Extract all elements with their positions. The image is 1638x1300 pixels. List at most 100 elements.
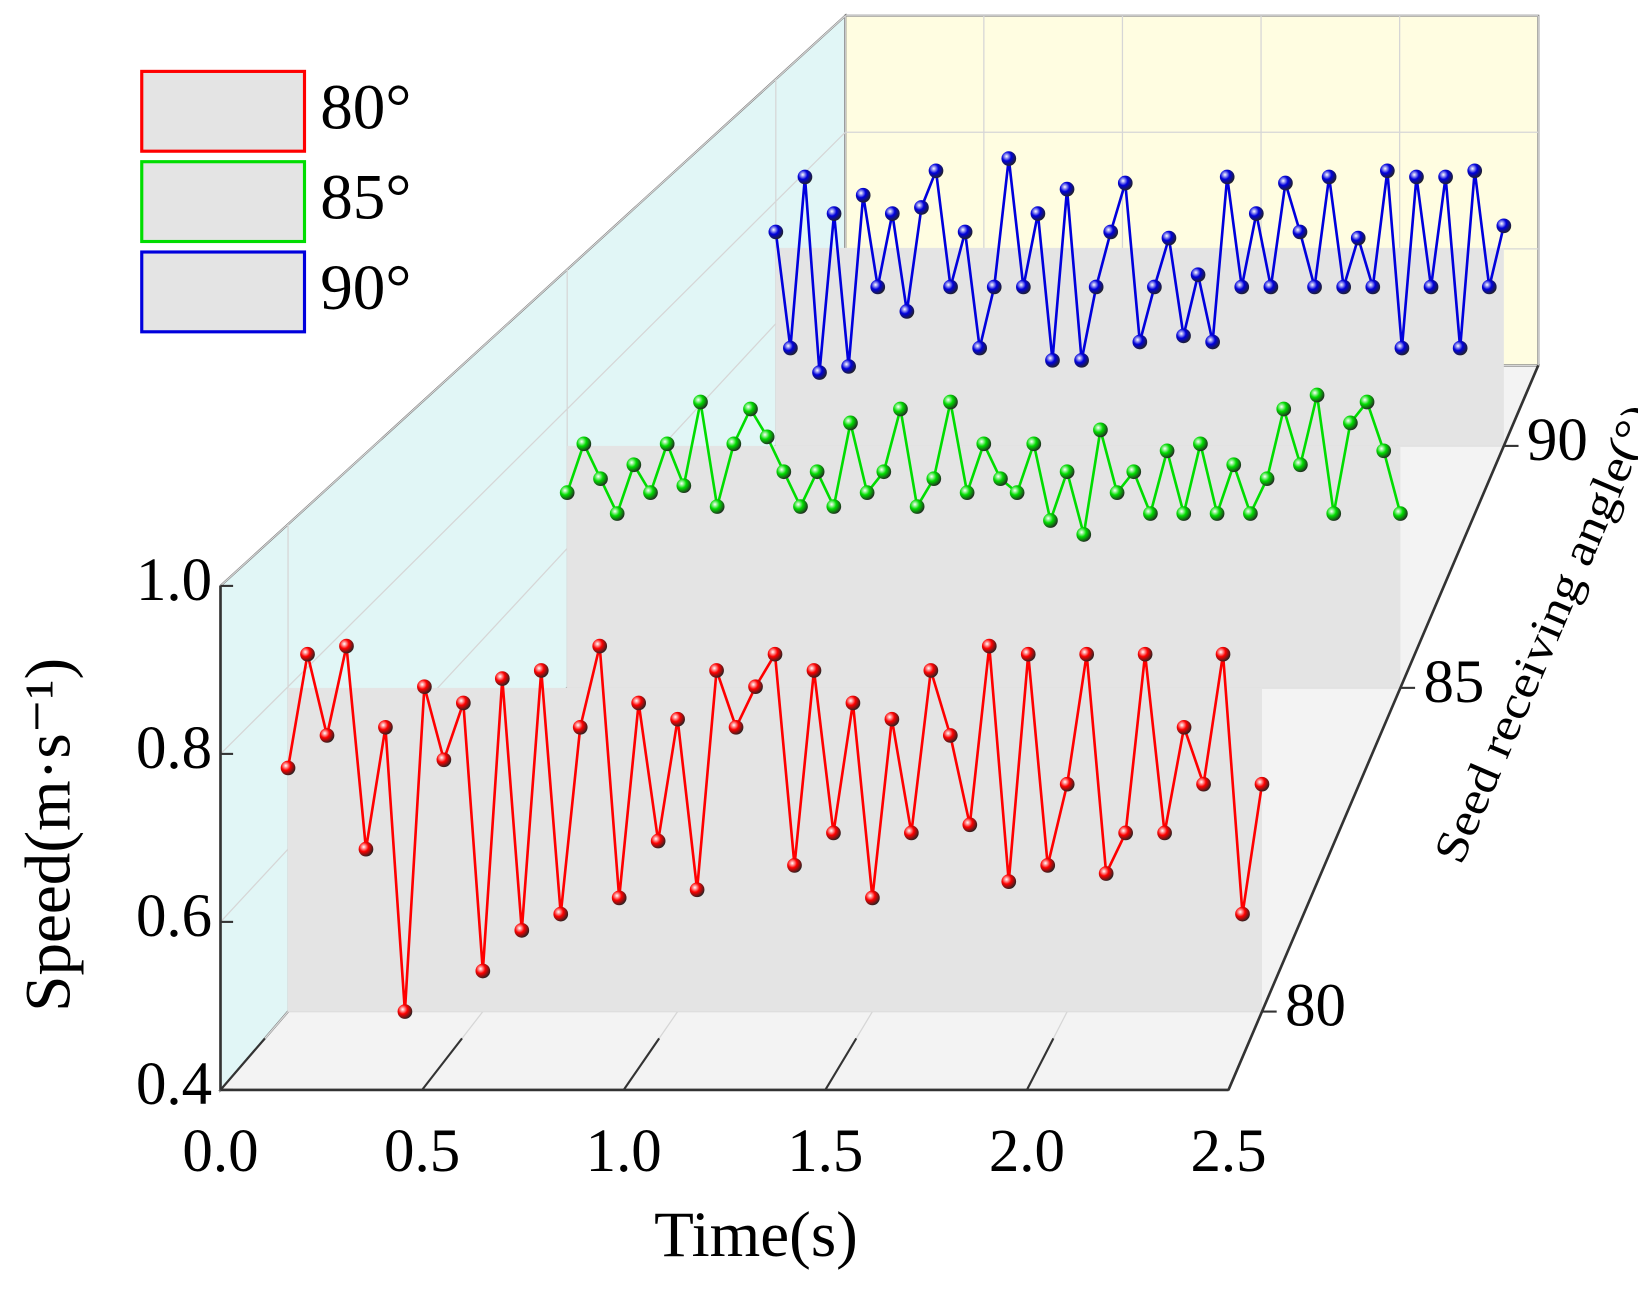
data-point (962, 817, 978, 833)
y-tick-label: 0.6 (136, 883, 212, 950)
grid-line (220, 15, 846, 587)
data-point (533, 663, 549, 678)
x-tick-label: 2.5 (1190, 1118, 1266, 1185)
data-point (609, 506, 625, 521)
data-point (923, 663, 939, 678)
data-point (1109, 485, 1125, 500)
data-point (1043, 513, 1058, 528)
data-point (928, 163, 944, 179)
x-axis-label: Time(s) (654, 1199, 858, 1271)
data-point (943, 279, 958, 295)
data-point (611, 890, 627, 906)
data-point (926, 471, 942, 487)
data-point (559, 485, 575, 500)
data-point (1309, 387, 1325, 403)
data-point (1076, 527, 1092, 542)
x-tick-label: 0.0 (182, 1118, 258, 1185)
z-tick-label: 80 (1285, 973, 1346, 1040)
x-tick-label: 1.0 (586, 1118, 662, 1185)
data-point (1161, 230, 1177, 246)
data-point (1059, 464, 1075, 480)
y-axis-label: Speed(m·s⁻¹) (13, 658, 85, 1012)
legend-label: 85° (320, 162, 411, 234)
data-point (1026, 436, 1042, 452)
data-point (797, 169, 813, 185)
y-tick-label: 1.0 (136, 547, 212, 614)
data-point (1215, 646, 1231, 662)
data-point (417, 679, 432, 695)
data-point (593, 471, 608, 487)
data-point (1098, 866, 1114, 881)
data-point (1176, 328, 1191, 344)
data-point (1093, 422, 1108, 438)
data-point (1001, 151, 1017, 166)
data-point (1193, 436, 1208, 452)
data-point (1176, 719, 1192, 735)
y-tick-label: 0.4 (136, 1051, 212, 1118)
legend-swatch (140, 250, 307, 334)
data-point (1343, 415, 1358, 431)
data-point (1030, 206, 1046, 221)
data-point (909, 499, 925, 514)
data-point (959, 485, 975, 500)
data-point (1059, 776, 1075, 792)
data-point (1496, 218, 1512, 234)
z-tick-label: 85 (1423, 649, 1484, 716)
data-point (1234, 279, 1250, 295)
data-point (826, 206, 842, 221)
data-point (776, 464, 792, 480)
data-point (576, 436, 592, 452)
data-point (1132, 334, 1148, 350)
data-point (1326, 506, 1342, 521)
data-point (876, 464, 892, 480)
data-point (1117, 175, 1133, 191)
data-point (1276, 401, 1292, 417)
data-point (1380, 163, 1395, 179)
data-point (986, 279, 1002, 295)
data-point (783, 340, 798, 356)
data-point (631, 695, 647, 711)
x-tick (622, 1037, 661, 1091)
data-point (1126, 464, 1142, 480)
data-point (981, 638, 997, 654)
data-point (1438, 169, 1453, 185)
data-point (1009, 485, 1025, 500)
data-point (1394, 340, 1410, 356)
data-point (1452, 340, 1468, 356)
data-point (1423, 279, 1439, 295)
data-point (1196, 776, 1211, 792)
data-point (1467, 163, 1483, 179)
grid-line (220, 131, 846, 755)
axis-line (1227, 364, 1540, 1091)
x-tick (219, 1037, 266, 1091)
data-point (1376, 443, 1392, 459)
data-point (553, 906, 569, 922)
data-point (475, 963, 491, 979)
data-point (1209, 506, 1225, 521)
data-point (1137, 646, 1153, 662)
data-point (768, 224, 784, 240)
data-point (1243, 506, 1258, 521)
data-point (1278, 175, 1293, 191)
data-point (650, 833, 666, 849)
data-point (809, 464, 825, 480)
x-tick (1025, 1037, 1055, 1091)
data-point (1079, 646, 1095, 662)
data-point (1016, 279, 1031, 295)
data-point (865, 890, 880, 906)
data-point (339, 638, 354, 654)
data-point (957, 224, 973, 240)
data-point (1235, 906, 1250, 922)
data-point (743, 401, 758, 417)
data-point (1307, 279, 1322, 295)
data-point (1205, 334, 1220, 350)
legend-swatch (140, 69, 307, 153)
data-point (793, 499, 808, 514)
z-tick-label: 90 (1527, 407, 1588, 474)
data-point (841, 359, 856, 374)
data-point (870, 279, 886, 295)
data-point (884, 711, 900, 727)
data-point (1481, 279, 1497, 295)
data-point (759, 429, 775, 445)
